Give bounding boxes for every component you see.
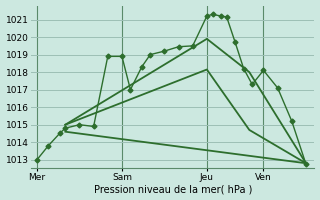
X-axis label: Pression niveau de la mer( hPa ): Pression niveau de la mer( hPa )	[94, 184, 252, 194]
